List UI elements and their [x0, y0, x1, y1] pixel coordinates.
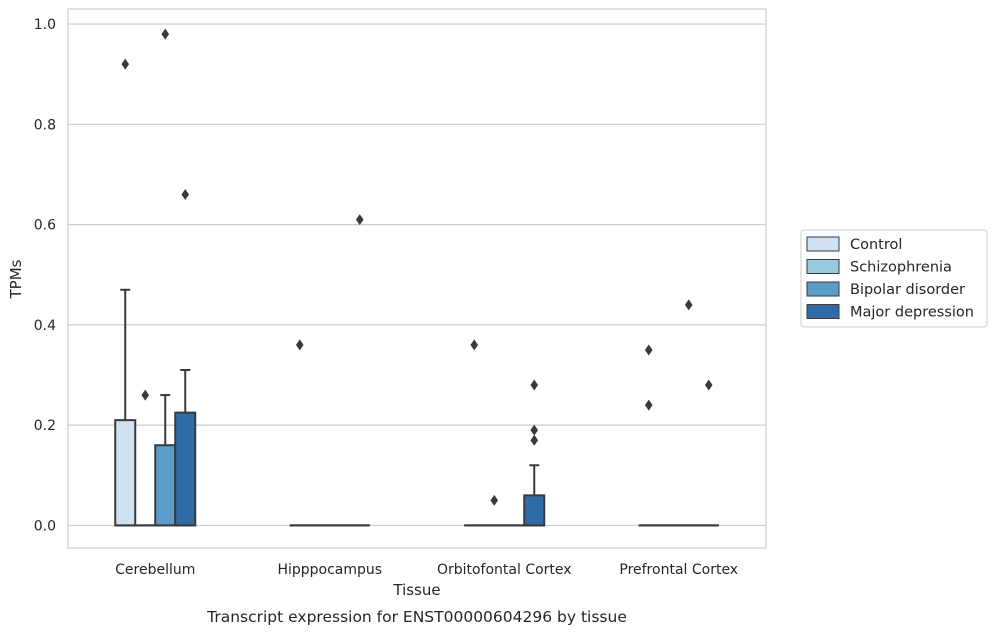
box-plot-marks: [114, 28, 719, 527]
outlier-point: [490, 494, 499, 506]
legend-swatch: [806, 281, 840, 297]
y-tick-label: 0.2: [34, 418, 56, 434]
outlier-point: [295, 339, 304, 351]
box-0-3: [638, 344, 659, 527]
x-tick-label: Prefrontal Cortex: [619, 562, 738, 578]
box-0-0: [114, 58, 137, 527]
x-tick-label: Orbitofontal Cortex: [437, 562, 572, 578]
outlier-point: [181, 189, 190, 201]
legend-label: Control: [850, 237, 902, 253]
legend: Control Schizophrenia Bipolar disorder Majo…: [800, 229, 988, 328]
box-3-1: [349, 214, 370, 527]
outlier-point: [141, 389, 150, 401]
outlier-point: [355, 214, 364, 226]
x-axis-label: Tissue: [392, 581, 440, 599]
box-3-3: [698, 379, 719, 527]
outlier-point: [684, 299, 693, 311]
y-axis-label: TPMs: [7, 259, 25, 299]
box-2-3: [678, 299, 699, 527]
legend-frame: [800, 229, 988, 328]
legend-label: Major depression: [850, 305, 974, 321]
outlier-point: [704, 379, 713, 391]
chart-caption: Transcript expression for ENST0000060429…: [206, 608, 627, 626]
y-tick-label: 0.8: [34, 117, 56, 133]
outlier-point: [121, 58, 130, 70]
outlier-point: [530, 434, 539, 446]
box-rect: [154, 444, 177, 527]
y-tick-label: 0.0: [34, 518, 56, 534]
y-tick-label: 1.0: [34, 17, 56, 33]
box-3-0: [174, 189, 197, 527]
y-axis-ticks: 0.0 0.2 0.4 0.6 0.8 1.0: [34, 17, 56, 534]
legend-swatch: [806, 304, 840, 319]
x-tick-label: Hipppocampus: [277, 562, 382, 578]
box-0-2: [464, 339, 485, 527]
outlier-point: [644, 344, 653, 356]
outlier-point: [530, 379, 539, 391]
outlier-point: [644, 399, 653, 411]
box-3-2: [523, 379, 546, 527]
box-rect: [114, 419, 137, 527]
box-0-1: [289, 339, 310, 527]
outlier-point: [470, 339, 479, 351]
legend-label: Schizophrenia: [850, 260, 952, 276]
box-1-2: [484, 494, 505, 527]
x-tick-label: Cerebellum: [115, 562, 195, 578]
box-rect: [523, 494, 546, 527]
legend-swatch: [806, 259, 840, 274]
x-axis-ticks: Cerebellum Hipppocampus Orbitofontal Corte…: [115, 562, 738, 578]
plot-area-frame: [67, 8, 767, 549]
legend-swatch: [806, 236, 840, 252]
box-1-0: [135, 389, 156, 527]
y-tick-label: 0.4: [34, 318, 56, 334]
legend-label: Bipolar disorder: [850, 282, 965, 298]
outlier-point: [530, 424, 539, 436]
y-tick-label: 0.6: [34, 218, 56, 234]
outlier-point: [161, 28, 170, 40]
box-rect: [174, 411, 197, 527]
box-2-0: [154, 28, 177, 527]
